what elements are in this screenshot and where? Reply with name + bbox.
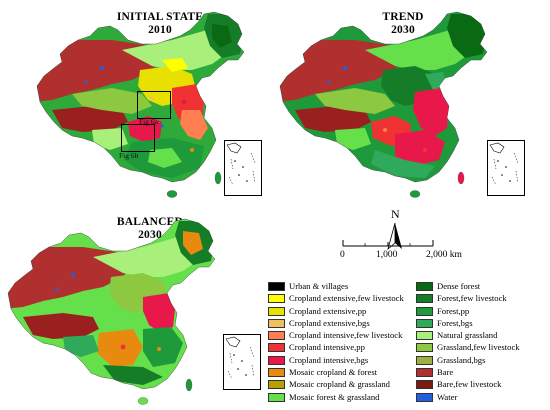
legend-swatch [268,331,285,341]
legend-swatch [416,294,433,304]
map-title-trend-line1: TREND [382,11,424,23]
legend-swatch [268,343,285,353]
north-arrow-icon [387,222,402,251]
legend-label: Cropland intensive,bgs [289,354,369,365]
scale-tick-0: 0 [340,250,345,260]
legend-swatch [416,355,433,365]
legend-swatch [268,282,285,291]
map-trend: TREND 2030 [273,2,493,202]
legend-swatch [268,318,285,328]
legend-swatch [416,282,433,291]
north-arrow-scalebar-graphic [342,222,434,251]
legend-swatch [268,355,285,365]
map-title-balanced-line2: 2030 [138,229,162,241]
scale-tick-2000: 2,000 km [426,250,462,260]
legend-label: Cropland extensive,few livestock [289,293,404,304]
legend-swatch [268,380,285,390]
map-title-initial-line1: INITIAL STATE [116,11,204,23]
legend-label: Natural grassland [437,330,498,341]
legend-label: Forest,bgs [437,317,473,328]
legend-label: Water [437,391,458,402]
legend-label: Bare,few livestock [437,379,502,390]
legend-swatch [268,392,285,402]
legend-swatch [416,380,433,390]
zoom-label-fig6a: Fig 6a [139,117,158,126]
legend-label: Mosaic forest & grassland [289,391,380,402]
legend-swatch [416,306,433,316]
legend-swatch [268,368,285,378]
map-title-initial: INITIAL STATE 2010 [90,11,230,37]
legend-label: Dense forest [437,281,481,291]
scale-tick-1000: 1,000 [376,250,398,260]
inset-map-balanced [225,336,255,380]
inset-map-initial [226,142,256,186]
legend-swatch [416,368,433,378]
legend-swatch [268,306,285,316]
zoom-box-fig6a[interactable] [137,91,171,119]
map-title-balanced-line1: BALANCED [116,216,184,228]
scale-bar-icon [342,240,434,247]
legend-label: Cropland extensive,pp [289,305,367,316]
legend-label: Grassland,few livestock [437,342,520,353]
legend-label: Cropland intensive,few livestock [289,330,403,341]
scale-and-north: N 0 1,000 2,000 km [330,205,480,275]
legend-label: Mosaic cropland & grassland [289,379,390,390]
china-landuse-map-balanced [7,218,216,405]
inset-map-trend [489,142,519,186]
south-china-sea-inset-trend [487,140,525,196]
china-landuse-map-trend [279,11,488,198]
legend-label: Cropland intensive,pp [289,342,365,353]
map-title-trend-line2: 2030 [391,24,415,36]
zoom-box-fig6b[interactable] [121,124,155,152]
legend-label: Forest,few livestock [437,293,507,304]
legend-label: Forest,pp [437,305,470,316]
legend-label: Grassland,bgs [437,354,486,365]
china-landuse-map-initial [36,11,245,198]
legend-swatch [416,331,433,341]
legend-label: Cropland extensive,bgs [289,317,370,328]
map-title-initial-line2: 2010 [148,24,172,36]
zoom-label-fig6b: Fig 6b [119,151,139,160]
legend-label: Urban & villages [289,281,349,291]
south-china-sea-inset-balanced [223,334,261,390]
map-balanced: BALANCED 2030 [0,205,230,410]
map-title-balanced: BALANCED 2030 [90,216,210,242]
map-initial-state: INITIAL STATE 2010 [30,2,250,202]
legend-label: Bare [437,367,454,378]
legend-swatch [416,343,433,353]
map-title-trend: TREND 2030 [343,11,463,37]
north-label: N [391,207,400,221]
legend-swatch [268,294,285,304]
south-china-sea-inset-initial [224,140,262,196]
legend-swatch [416,318,433,328]
legend-swatch [416,392,433,402]
legend-label: Mosaic cropland & forest [289,367,378,378]
